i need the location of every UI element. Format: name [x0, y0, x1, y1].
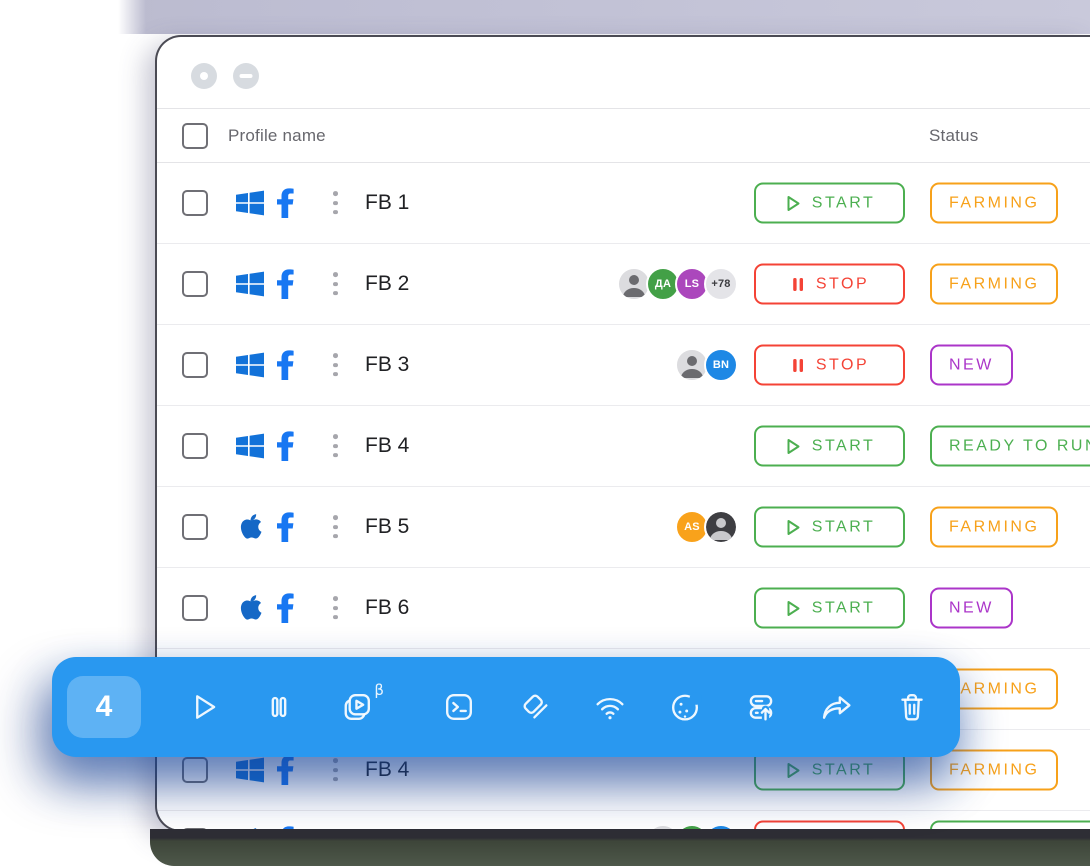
- avatar-group: BN: [675, 348, 738, 382]
- row-menu-icon[interactable]: [331, 592, 340, 624]
- stop-button[interactable]: STOP: [754, 344, 905, 386]
- cookie-icon[interactable]: [667, 689, 703, 725]
- pause-icon[interactable]: [261, 689, 297, 725]
- play-icon[interactable]: [186, 689, 222, 725]
- row-checkbox[interactable]: [182, 271, 208, 297]
- minimize-icon[interactable]: [233, 63, 259, 89]
- profile-name: FB 6: [365, 596, 410, 619]
- button-label: START: [811, 761, 876, 778]
- start-button[interactable]: START: [754, 587, 905, 629]
- windows-icon: [233, 433, 267, 459]
- button-label: STOP: [815, 356, 870, 373]
- initials-avatar: AS: [675, 510, 709, 544]
- start-button[interactable]: START: [754, 425, 905, 467]
- status-badge: NEW: [930, 344, 1013, 386]
- wifi-icon[interactable]: [592, 689, 628, 725]
- terminal-icon[interactable]: [441, 689, 477, 725]
- row-checkbox[interactable]: [182, 190, 208, 216]
- status-badge: [930, 820, 1090, 830]
- status-header: Status: [929, 125, 979, 145]
- window-bottom-edge: [150, 829, 1090, 866]
- row-checkbox[interactable]: [182, 514, 208, 540]
- share-icon[interactable]: [819, 689, 855, 725]
- background-gradient: [118, 0, 1090, 34]
- apple-icon: [233, 593, 267, 623]
- tags-icon[interactable]: [518, 689, 554, 725]
- row-checkbox[interactable]: [182, 433, 208, 459]
- start-button[interactable]: START: [754, 506, 905, 548]
- button-label: START: [811, 437, 876, 454]
- table-row: FB 2 ДА LS +78 STOP FARMING: [157, 244, 1090, 325]
- row-checkbox[interactable]: [182, 352, 208, 378]
- button-label: STOP: [815, 275, 870, 292]
- profile-name: FB 1: [365, 191, 410, 214]
- trash-icon[interactable]: [894, 689, 930, 725]
- windows-icon: [233, 271, 267, 297]
- button-label: START: [811, 518, 876, 535]
- stop-button[interactable]: STOP: [754, 263, 905, 305]
- apple-icon: [233, 512, 267, 542]
- facebook-icon: [275, 188, 295, 218]
- selected-count-badge: 4: [67, 676, 141, 738]
- row-menu-icon[interactable]: [331, 511, 340, 543]
- facebook-icon: [275, 512, 295, 542]
- profile-name-header: Profile name: [228, 125, 326, 145]
- button-label: START: [811, 194, 876, 211]
- status-badge: NEW: [930, 587, 1013, 629]
- windows-icon: [233, 757, 267, 783]
- profile-name: FB 5: [365, 515, 410, 538]
- row-checkbox[interactable]: [182, 757, 208, 783]
- initials-avatar: LS: [675, 267, 709, 301]
- record-dot-icon[interactable]: [191, 63, 217, 89]
- start-button[interactable]: START: [754, 182, 905, 224]
- profile-name: FB 2: [365, 272, 410, 295]
- select-all-checkbox[interactable]: [182, 122, 208, 149]
- button-label: START: [811, 599, 876, 616]
- status-badge: FARMING: [930, 263, 1059, 305]
- avatar-group: AS: [675, 510, 738, 544]
- row-checkbox[interactable]: [182, 595, 208, 621]
- proxy-upload-icon[interactable]: [743, 689, 779, 725]
- row-menu-icon[interactable]: [331, 187, 340, 219]
- facebook-icon: [275, 593, 295, 623]
- profile-name: FB 4: [365, 434, 410, 457]
- avatar-group: ДА LS +78: [617, 267, 738, 301]
- facebook-icon: [275, 269, 295, 299]
- beta-superscript: β: [374, 681, 384, 699]
- row-menu-icon[interactable]: [331, 349, 340, 381]
- initials-avatar: BN: [704, 348, 738, 382]
- automation-beta-icon[interactable]: β: [339, 681, 384, 725]
- status-badge: FARMING: [930, 182, 1059, 224]
- window-titlebar: [157, 37, 1090, 108]
- table-row: FB 3 BN STOP NEW: [157, 325, 1090, 406]
- status-badge: FARMING: [930, 749, 1059, 791]
- table-row: FB 6 START NEW: [157, 568, 1090, 649]
- photo-avatar: [704, 510, 738, 544]
- stop-button[interactable]: [754, 820, 905, 830]
- status-badge: FARMING: [930, 506, 1059, 548]
- facebook-icon: [275, 350, 295, 380]
- row-menu-icon[interactable]: [331, 754, 340, 786]
- row-menu-icon[interactable]: [331, 430, 340, 462]
- status-badge: READY TO RUN: [930, 425, 1090, 467]
- avatar-overflow-count: +78: [704, 267, 738, 301]
- profile-name: FB 4: [365, 758, 410, 781]
- windows-icon: [233, 352, 267, 378]
- windows-icon: [233, 190, 267, 216]
- table-row: FB 5 AS START FARMING: [157, 487, 1090, 568]
- row-menu-icon[interactable]: [331, 268, 340, 300]
- table-row: FB 1 START FARMING: [157, 163, 1090, 244]
- table-row: FB 4 START READY TO RUN: [157, 406, 1090, 487]
- table-header: Profile name Status: [157, 108, 1090, 163]
- facebook-icon: [275, 431, 295, 461]
- initials-avatar: ДА: [646, 267, 680, 301]
- facebook-icon: [275, 755, 295, 785]
- bulk-actions-toolbar: 4 β: [52, 657, 960, 757]
- profile-name: FB 3: [365, 353, 410, 376]
